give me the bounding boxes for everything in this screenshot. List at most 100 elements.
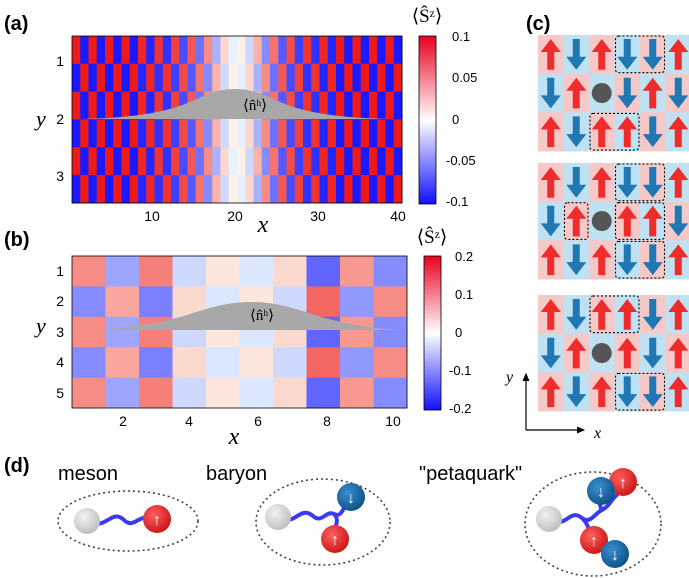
heatmap-a-cell [352, 147, 362, 176]
heatmap-a-cell [88, 91, 98, 120]
heatmap-a-cell [187, 36, 197, 65]
spin-up-arrow [591, 116, 612, 148]
heatmap-b-cell [105, 347, 140, 378]
heatmap-a-cell [278, 36, 287, 65]
colorbar-a-tick-2: 0 [452, 112, 459, 127]
heatmap-a-cell [113, 175, 122, 204]
heatmap-a-cell [138, 63, 147, 93]
spin-down-arrow [617, 167, 638, 198]
colorbar-b-tick-3: -0.1 [449, 363, 471, 378]
heatmap-a-cell [311, 119, 320, 148]
heatmap-a-cell [393, 91, 403, 120]
heatmap-a-cell [369, 119, 378, 148]
heatmap-a-cell [270, 36, 279, 65]
x-tick-a-30: 30 [310, 208, 326, 224]
heatmap-b-cell [139, 347, 173, 378]
heatmap-b-cell [340, 256, 374, 287]
baryon-label: baryon [206, 463, 267, 485]
heatmap-a-cell [245, 175, 254, 204]
baryon-spinon-down [337, 483, 365, 511]
heatmap-a-cell [278, 175, 287, 204]
heatmap-a-cell [162, 91, 172, 120]
heatmap-a-cell [195, 147, 205, 176]
heatmap-a-cell [377, 175, 386, 204]
colorbar-b-tick-0: 0.2 [455, 249, 473, 264]
hole-site [591, 83, 612, 104]
heatmap-a-cell [138, 119, 147, 148]
heatmap-a-cell [369, 147, 378, 176]
heatmap-a-cell [179, 63, 188, 93]
heatmap-a-cell [311, 175, 320, 204]
heatmap-a-cell [319, 175, 329, 204]
colorbar-b-tick-2: 0 [455, 325, 462, 340]
heatmap-a-cell [121, 36, 131, 65]
heatmap-a-cell [253, 63, 263, 93]
panel-b: (b) ⟨n̂ʰ⟩ y 1 2 3 4 5 2 4 6 8 10 x ⟨Ŝᶻ⟩ … [4, 226, 473, 450]
heatmap-a-cell [385, 91, 395, 120]
heatmap-a-cell [179, 175, 188, 204]
spin-up-arrow [540, 39, 561, 70]
x-ticks-b: 2 4 6 8 10 [119, 413, 401, 429]
heatmap-a-cell [278, 147, 287, 176]
heatmap-a-cell [162, 63, 172, 93]
heatmap-b-cell [172, 347, 207, 378]
x-tick-b-6: 6 [254, 413, 262, 429]
x-tick-b-10: 10 [385, 413, 401, 429]
heatmap-a-cell [129, 36, 139, 65]
heatmap-b-cell [273, 377, 307, 409]
spin-lattice-3 [538, 295, 689, 412]
spin-up-arrow [668, 116, 689, 148]
spinon-pair-box [563, 202, 589, 240]
heatmap-a-cell [88, 175, 98, 204]
heatmap-a-cell [146, 36, 155, 65]
heatmap-a-cell [237, 63, 246, 93]
spin-down-arrow [540, 205, 561, 237]
heatmap-a-cell [195, 119, 205, 148]
heatmap-a-cell [319, 119, 329, 148]
heatmap-a-cell [212, 63, 221, 93]
spin-up-arrow [540, 244, 561, 276]
heatmap-a-cell [294, 91, 304, 120]
heatmap-b-cell [239, 347, 274, 378]
heatmap-b [72, 256, 408, 409]
spin-up-arrow [540, 116, 561, 148]
heatmap-a-cell [294, 119, 304, 148]
heatmap-a-cell [96, 36, 106, 65]
heatmap-a-cell [327, 175, 337, 204]
heatmap-a-cell [121, 63, 131, 93]
heatmap-a-cell [179, 119, 188, 148]
heatmap-a-cell [253, 147, 263, 176]
panel-a-label: (a) [4, 13, 28, 35]
heatmap-a-cell [96, 147, 106, 176]
panel-c-label: (c) [526, 13, 550, 35]
heatmap-a-cell [270, 119, 279, 148]
baryon-spinon-down-arrow: ↓ [347, 490, 355, 507]
heatmap-b-frame [71, 255, 408, 409]
heatmap-a-cell [204, 63, 213, 93]
spin-down-arrow [566, 39, 587, 70]
heatmap-a-cell [171, 147, 180, 176]
heatmap-a-cell [245, 63, 254, 93]
spinon-pair-box [589, 295, 640, 334]
spin-down-arrow [668, 77, 689, 109]
heatmap-a-cell [220, 36, 230, 65]
x-tick-a-10: 10 [144, 208, 160, 224]
heatmap-a-cell [303, 91, 312, 120]
heatmap-a-cell [336, 147, 345, 176]
heatmap-a-cell [195, 63, 205, 93]
heatmap-a-cell [286, 119, 296, 148]
heatmap-a-cell [286, 175, 296, 204]
spin-up-arrow [617, 337, 638, 369]
colorbar-b-tick-1: 0.1 [455, 287, 473, 302]
heatmap-a-cell [286, 147, 296, 176]
heatmap-a-cell [319, 36, 329, 65]
overlay-label-a: ⟨n̂ʰ⟩ [243, 98, 267, 114]
heatmap-b-cell [72, 286, 106, 318]
heatmap-a-cell [303, 119, 312, 148]
heatmap-a-cell [369, 36, 378, 65]
y-axis-label-b: y [34, 313, 46, 338]
heatmap-a-cell [80, 175, 89, 204]
heatmap-a-cell [162, 36, 172, 65]
heatmap-a-cell [105, 175, 114, 204]
